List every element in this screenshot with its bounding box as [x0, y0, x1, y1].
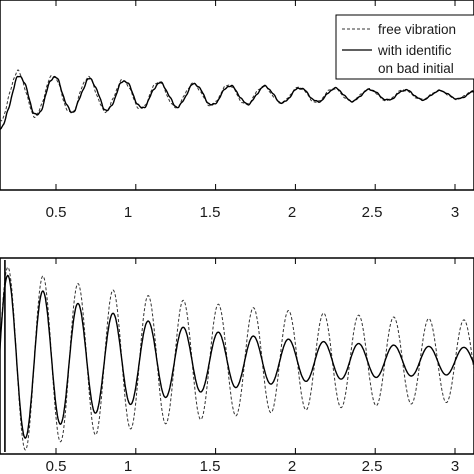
- bottom-tick-labels: 0.5 1 1.5 2 2.5 3: [46, 458, 460, 474]
- bottom-xtick-label: 1: [124, 458, 132, 474]
- legend-entry-bad-initial: on bad initial: [378, 61, 454, 76]
- bottom-xtick-label: 3: [451, 458, 459, 474]
- legend-entry-free-vibration: free vibration: [378, 22, 456, 37]
- top-xtick-label: 0.5: [46, 204, 67, 221]
- top-x-ticks: [55, 0, 456, 190]
- bottom-series-line-with-identification: [0, 274, 474, 439]
- legend-entry-with-identification: with identific: [377, 43, 452, 58]
- top-xtick-label: 1.5: [200, 204, 221, 221]
- bottom-panel: 0.5 1 1.5 2 2.5 3: [0, 257, 474, 474]
- top-xtick-label: 3: [451, 204, 459, 221]
- bottom-xtick-label: 2: [288, 458, 296, 474]
- top-xtick-label: 2.5: [362, 204, 383, 221]
- bottom-xtick-label: 1.5: [200, 458, 221, 474]
- top-series-group: [0, 69, 474, 130]
- top-xtick-label: 2: [288, 204, 296, 221]
- bottom-series-group: [0, 260, 474, 452]
- legend-box: [335, 14, 474, 80]
- bottom-xtick-label: 0.5: [46, 458, 67, 474]
- bottom-xtick-label: 2.5: [362, 458, 383, 474]
- top-xtick-label: 1: [124, 204, 132, 221]
- top-panel: free vibration with identific on bad ini…: [0, 0, 474, 221]
- bottom-axes-frame: [0, 257, 474, 455]
- top-tick-labels: 0.5 1 1.5 2 2.5 3: [46, 204, 460, 221]
- legend: free vibration with identific on bad ini…: [335, 14, 474, 80]
- top-series-line-with-identification: [0, 75, 474, 130]
- bottom-x-ticks: [55, 258, 456, 454]
